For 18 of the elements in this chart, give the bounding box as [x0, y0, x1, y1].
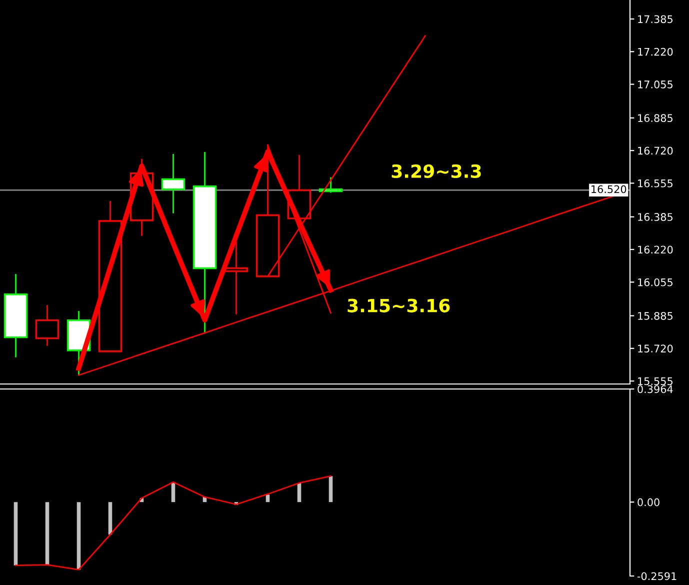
y-tick-label: 0.00 — [638, 498, 660, 506]
y-tick-label: 16.555 — [638, 179, 672, 188]
y-tick-label: 16.055 — [638, 278, 672, 286]
y-tick-label: 17.385 — [638, 15, 672, 24]
ref-line-label: 16.520 — [592, 185, 626, 194]
y-tick-label: 17.220 — [638, 48, 673, 56]
y-tick-label: 16.885 — [638, 114, 672, 122]
y-tick-label: 16.720 — [638, 146, 673, 155]
annotation: 3.29~3.3 — [392, 164, 481, 178]
y-tick-label: 16.385 — [638, 213, 672, 221]
y-tick-label: 15.720 — [638, 344, 673, 352]
y-tick-label: 17.055 — [638, 80, 672, 88]
y-tick-label: 16.220 — [638, 246, 673, 254]
y-tick-label: -0.2591 — [637, 572, 676, 580]
y-tick-label: 0.3964 — [638, 385, 673, 394]
annotation: 3.15~3.16 — [348, 298, 450, 312]
y-tick-label: 15.885 — [638, 312, 672, 320]
y-tick-label: 15.555 — [638, 377, 672, 386]
